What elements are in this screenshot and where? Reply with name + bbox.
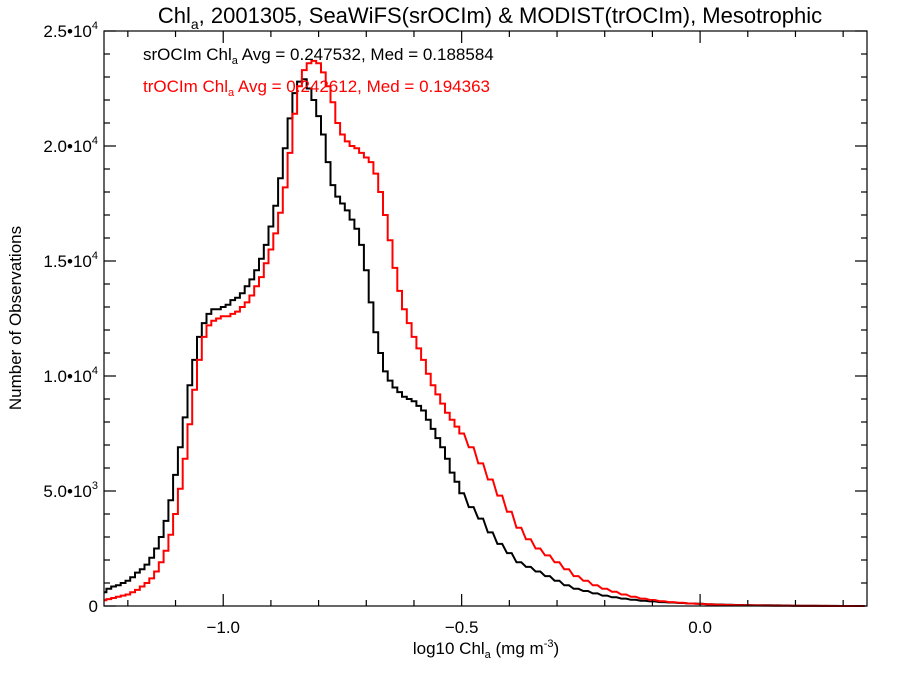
- y-tick-label: 0: [89, 597, 98, 616]
- y-axis: 0 5.0•103 1.0•104 1.5•104 2.0•104 2.5•104: [43, 20, 867, 616]
- chart-title-pre: Chl: [158, 3, 191, 28]
- legend-srocim-post: Avg = 0.247532, Med = 0.188584: [238, 45, 494, 64]
- series-line-trocim: [104, 59, 865, 607]
- x-tick-label: −0.5: [445, 618, 479, 637]
- chart-title-post: , 2001305, SeaWiFS(srOCIm) & MODIST(trOC…: [199, 3, 822, 28]
- legend-entry-trocim: trOCIm Chla Avg = 0.242612, Med = 0.1943…: [143, 77, 490, 99]
- legend-srocim-sub: a: [232, 55, 239, 67]
- x-axis-label-post: ): [553, 639, 559, 658]
- y-tick-label: 5.0•103: [43, 480, 98, 501]
- x-axis-label-mid: (mg m: [491, 639, 544, 658]
- chart-title: Chla, 2001305, SeaWiFS(srOCIm) & MODIST(…: [158, 3, 822, 32]
- y-tick-label: 1.0•104: [43, 365, 98, 386]
- y-tick-label: 2.0•104: [43, 135, 98, 156]
- legend-srocim-pre: srOCIm Chl: [143, 45, 232, 64]
- x-tick-label: −1.0: [206, 618, 240, 637]
- y-tick-label: 1.5•104: [43, 250, 98, 271]
- x-axis-label: log10 Chla (mg m-3): [413, 638, 559, 661]
- legend-entry-srocim: srOCIm Chla Avg = 0.247532, Med = 0.1885…: [143, 45, 494, 67]
- x-axis-label-sup: -3: [544, 638, 554, 650]
- x-axis: −1.0 −0.5 0.0: [127, 31, 844, 637]
- x-tick-label: 0.0: [688, 618, 712, 637]
- plot-frame: [103, 30, 868, 607]
- y-tick-label: 2.5•104: [43, 20, 98, 41]
- x-axis-label-sub: a: [485, 649, 492, 661]
- series-layer: [104, 59, 865, 607]
- legend-trocim-pre: trOCIm Chl: [143, 77, 228, 96]
- y-axis-label: Number of Observations: [6, 226, 25, 410]
- x-axis-label-pre: log10 Chl: [413, 639, 485, 658]
- legend-trocim-post: Avg = 0.242612, Med = 0.194363: [234, 77, 490, 96]
- legend-trocim-sub: a: [228, 87, 235, 99]
- chart-title-sub: a: [191, 16, 199, 32]
